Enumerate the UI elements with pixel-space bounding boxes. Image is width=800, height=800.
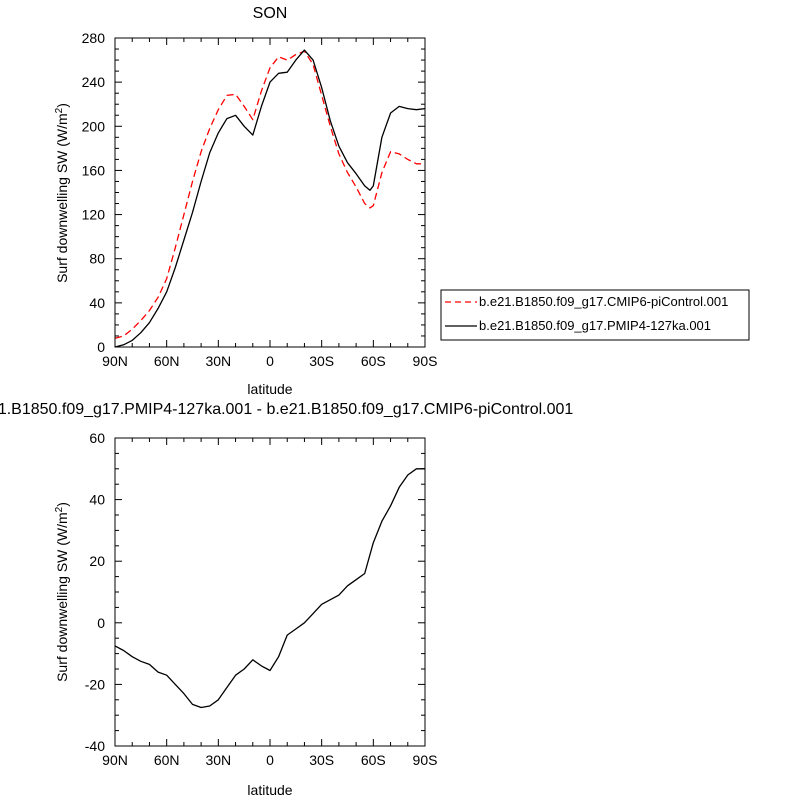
bottom-plot-frame — [114, 437, 426, 747]
top-x-tick-label: 60S — [361, 353, 386, 369]
bottom-y-tick-label: 40 — [89, 492, 105, 508]
top-y-axis-title-main: Surf downwelling SW (W/m — [54, 113, 70, 283]
top-y-tick-label: 160 — [82, 162, 106, 178]
bottom-y-tick-label: 20 — [89, 553, 105, 569]
bottom-x-tick-label: 90N — [102, 752, 128, 768]
top-x-tick-label: 60N — [154, 353, 180, 369]
bottom-y-axis-title-main: Surf downwelling SW (W/m — [54, 512, 70, 682]
top-x-tick-label: 90N — [102, 353, 128, 369]
bottom-y-tick-label: 0 — [97, 615, 105, 631]
bottom-x-tick-label: 30S — [309, 752, 334, 768]
legend-label-picontrol: b.e21.B1850.f09_g17.CMIP6-piControl.001 — [479, 294, 728, 309]
top-plot-title: SON — [253, 5, 288, 22]
bottom-y-axis-title: Surf downwelling SW (W/m2) — [54, 502, 70, 682]
bottom-panel: b.e21.B1850.f09_g17.PMIP4-127ka.001 - b.… — [0, 401, 573, 798]
top-series-line-pmip4 — [114, 49, 426, 348]
bottom-x-tick-label: 0 — [266, 752, 274, 768]
bottom-x-axis-title: latitude — [247, 782, 292, 798]
top-y-axis-title-sup: 2 — [54, 107, 65, 113]
top-x-tick-label: 90S — [413, 353, 438, 369]
legend-box — [440, 289, 750, 341]
top-y-axis-title-close: ) — [54, 103, 70, 108]
svg-text:Surf downwelling SW (W/m2): Surf downwelling SW (W/m2) — [54, 103, 70, 283]
legend-label-pmip4: b.e21.B1850.f09_g17.PMIP4-127ka.001 — [479, 318, 711, 333]
top-y-tick-label: 240 — [82, 74, 106, 90]
bottom-y-tick-label: -40 — [85, 738, 105, 754]
top-panel: SON 90N 60N 30N 0 30S 60S 90S 0 40 80 120 160 200 240… — [54, 5, 437, 397]
top-x-axis-title: latitude — [247, 381, 292, 397]
top-y-tick-label: 120 — [82, 207, 106, 223]
top-series-line-picontrol — [114, 50, 425, 339]
top-x-tick-label: 0 — [266, 353, 274, 369]
top-y-tick-label: 280 — [82, 30, 106, 46]
bottom-plot-title: b.e21.B1850.f09_g17.PMIP4-127ka.001 - b.… — [0, 401, 573, 418]
bottom-x-tick-label: 60N — [154, 752, 180, 768]
legend: b.e21.B1850.f09_g17.CMIP6-piControl.001 … — [440, 289, 750, 341]
top-y-tick-label: 40 — [89, 295, 105, 311]
bottom-series-line-difference — [114, 468, 425, 709]
top-x-tick-label: 30N — [205, 353, 231, 369]
svg-text:Surf downwelling SW (W/m2): Surf downwelling SW (W/m2) — [54, 502, 70, 682]
bottom-x-tick-label: 30N — [205, 752, 231, 768]
bottom-y-tick-label: -20 — [85, 676, 105, 692]
top-x-tick-label: 30S — [309, 353, 334, 369]
bottom-y-tick-label: 60 — [89, 430, 105, 446]
bottom-x-tick-label: 60S — [361, 752, 386, 768]
top-y-tick-label: 0 — [97, 339, 105, 355]
bottom-y-axis-title-sup: 2 — [54, 506, 65, 512]
bottom-y-axis-title-close: ) — [54, 502, 70, 507]
top-y-tick-label: 80 — [89, 251, 105, 267]
top-y-tick-label: 200 — [82, 118, 106, 134]
bottom-x-tick-label: 90S — [413, 752, 438, 768]
top-y-axis-title: Surf downwelling SW (W/m2) — [54, 103, 70, 283]
